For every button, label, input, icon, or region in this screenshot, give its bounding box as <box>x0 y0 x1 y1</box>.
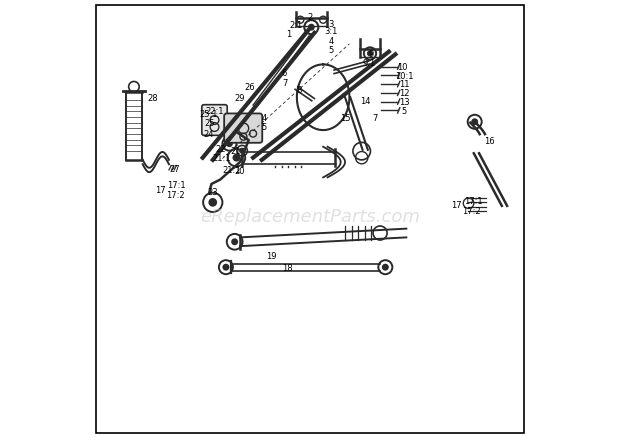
FancyBboxPatch shape <box>202 105 227 135</box>
Text: 14: 14 <box>360 97 370 106</box>
Circle shape <box>232 239 237 244</box>
Text: 11: 11 <box>399 81 409 89</box>
Text: 28: 28 <box>148 94 159 103</box>
Text: 3: 3 <box>329 20 334 28</box>
Circle shape <box>368 51 372 56</box>
Text: 10:1: 10:1 <box>395 72 414 81</box>
Text: 5: 5 <box>262 123 267 131</box>
Text: 23: 23 <box>208 188 218 197</box>
Text: 15: 15 <box>340 114 350 123</box>
Text: 18: 18 <box>282 264 293 272</box>
Text: 20: 20 <box>234 167 245 176</box>
Text: 9:1: 9:1 <box>363 59 376 68</box>
Text: 25: 25 <box>205 119 215 128</box>
Circle shape <box>240 148 244 153</box>
Text: 29: 29 <box>234 94 245 103</box>
Circle shape <box>472 119 477 124</box>
Text: 17:2: 17:2 <box>166 191 184 200</box>
Text: 21:1: 21:1 <box>223 166 241 175</box>
Text: 24: 24 <box>203 130 214 138</box>
Circle shape <box>309 25 314 30</box>
Text: 9: 9 <box>369 50 374 59</box>
Circle shape <box>233 155 239 161</box>
Text: 4: 4 <box>262 114 267 123</box>
Circle shape <box>223 265 229 270</box>
Circle shape <box>210 199 216 206</box>
Text: 17:2: 17:2 <box>463 207 481 215</box>
Text: 12: 12 <box>399 89 409 98</box>
Text: 22:1: 22:1 <box>205 107 224 116</box>
Text: 10: 10 <box>397 64 407 72</box>
FancyBboxPatch shape <box>224 113 262 143</box>
Text: 7: 7 <box>372 114 378 123</box>
Text: 27: 27 <box>169 165 180 174</box>
Text: 22: 22 <box>215 145 226 154</box>
Text: 2: 2 <box>308 13 312 22</box>
Circle shape <box>383 265 388 270</box>
Text: eReplacementParts.com: eReplacementParts.com <box>200 208 420 226</box>
Text: 16: 16 <box>484 137 495 145</box>
Text: 5: 5 <box>329 46 334 55</box>
Text: 4: 4 <box>329 37 334 46</box>
Text: 6: 6 <box>281 69 286 78</box>
Text: 7: 7 <box>282 79 287 88</box>
Text: 3:1: 3:1 <box>324 28 338 36</box>
Text: 17: 17 <box>451 201 462 210</box>
Text: 2:1: 2:1 <box>290 21 303 30</box>
Text: 26: 26 <box>244 83 255 92</box>
Circle shape <box>227 141 232 146</box>
Text: 8: 8 <box>297 86 302 95</box>
Text: 13: 13 <box>399 98 409 107</box>
Text: 17:1: 17:1 <box>464 197 483 206</box>
Text: 21: 21 <box>230 147 241 155</box>
Text: 17: 17 <box>155 186 166 195</box>
Text: 17:1: 17:1 <box>167 181 186 190</box>
Text: 1: 1 <box>286 30 291 39</box>
Text: 21:1: 21:1 <box>212 154 231 163</box>
Text: 5: 5 <box>402 107 407 116</box>
Text: 25:1: 25:1 <box>199 110 218 119</box>
Text: 19: 19 <box>266 252 277 261</box>
